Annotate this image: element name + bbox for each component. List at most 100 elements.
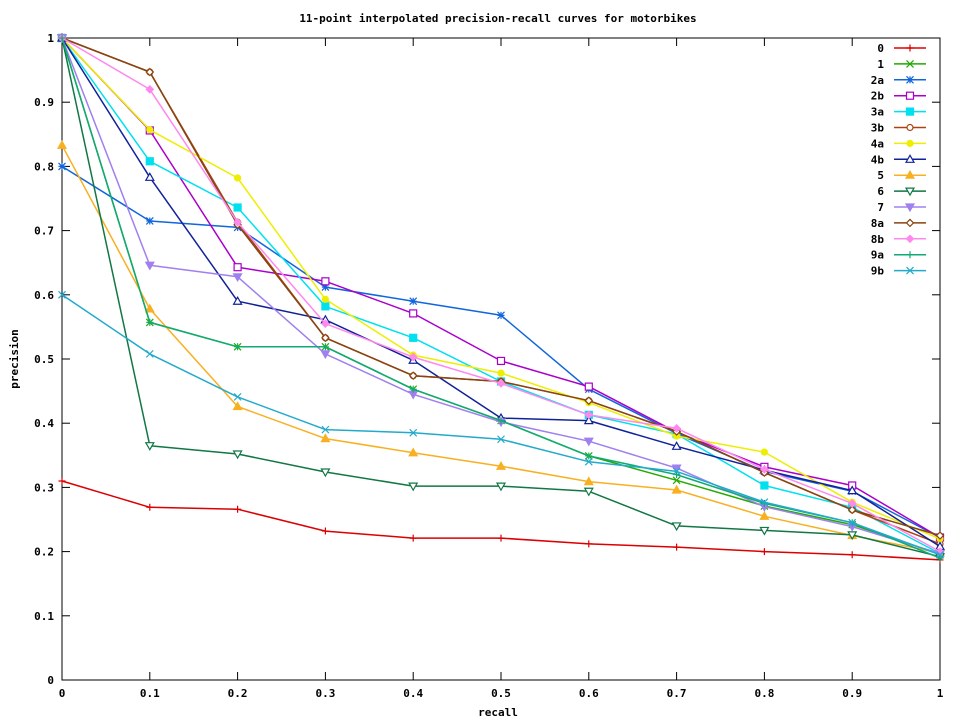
data-point-0-3 [321,527,329,535]
y-tick-label: 0.9 [34,96,54,109]
data-point-7-6 [583,437,594,447]
y-tick-label: 0.3 [34,481,54,494]
data-point-2b-3 [321,277,330,286]
data-point-7-1 [144,261,155,271]
data-point-4b-7 [671,441,682,450]
data-point-4a-2 [234,174,242,182]
data-point-9b-5 [497,435,505,444]
data-point-1-7 [672,476,681,485]
data-point-5-0 [56,140,68,149]
data-point-5-8 [759,511,770,520]
data-point-8b-2 [233,217,242,227]
data-point-5-4 [408,447,419,457]
data-point-8b-8 [760,465,769,474]
legend-label-4a: 4a [871,137,884,150]
data-point-0-2 [234,505,242,513]
series-9b [58,290,944,559]
legend-label-6: 6 [877,185,884,198]
x-tick-label: 0.8 [754,687,774,700]
data-point-8a-9 [847,505,857,515]
legend-marker-6 [904,187,916,197]
legend-marker-7 [904,203,916,213]
data-point-5-1 [144,303,155,313]
data-point-6-2 [232,450,243,460]
data-point-4b-9 [847,485,858,495]
legend-marker-0 [906,44,914,52]
data-point-7-3 [320,350,331,360]
plot-area: 0 0.1 0.2 0.3 0.4 0.5 0.6 0.7 0.8 0.9 1 0 0.1 0.2 0.3 0… [34,32,946,700]
data-point-4a-8 [760,448,769,456]
data-point-8b-7 [672,423,681,433]
data-point-3a-4 [409,333,418,342]
data-point-9b-7 [672,467,681,476]
data-point-9b-8 [760,498,769,507]
legend-marker-8b [905,234,915,244]
data-point-9a-6 [585,452,593,460]
legend-marker-1 [906,59,914,68]
chart-title: 11-point interpolated precision-recall c… [299,12,696,25]
data-point-9a-4 [409,385,417,393]
x-tick-label: 0.7 [667,687,687,700]
legend-marker-9b [906,266,914,275]
data-point-8b-9 [847,499,857,508]
data-point-3a-3 [321,302,330,311]
data-point-4b-1 [144,172,155,181]
legend-marker-9a [906,251,914,259]
data-point-9b-10 [936,550,944,559]
legend-label-3a: 3a [871,106,884,119]
legend-label-1: 1 [877,58,884,71]
data-point-8b-6 [584,410,594,420]
data-point-2b-2 [233,263,242,272]
data-point-8a-10 [935,531,945,540]
series-8b [57,33,945,556]
data-point-3a-1 [145,157,154,166]
legend-label-9b: 9b [871,265,885,278]
legend-marker-3b [906,123,914,132]
data-point-3a-8 [760,481,769,490]
legend-label-2b: 2b [871,90,885,103]
data-point-2a-0 [58,162,66,171]
y-tick-label: 0.7 [34,225,54,238]
y-tick-label: 0 [47,674,54,687]
data-point-6-7 [671,522,682,532]
legend-label-9a: 9a [871,249,884,262]
data-point-9a-1 [146,318,154,326]
legend-label-3b: 3b [871,122,885,135]
data-point-8a-1 [145,67,155,77]
x-tick-label: 0.6 [579,687,599,700]
data-point-9b-6 [584,457,593,466]
data-point-5-5 [495,461,507,470]
data-point-9a-10 [936,554,944,562]
data-point-3a-2 [233,203,242,212]
data-point-9b-9 [848,518,857,527]
data-point-8b-3 [321,319,330,329]
data-point-2b-5 [496,356,506,366]
data-point-4a-3 [321,295,329,303]
data-point-8a-4 [408,371,418,381]
legend-label-5: 5 [877,169,884,182]
data-point-8a-6 [584,396,594,406]
data-point-5-2 [232,401,243,411]
legend-marker-8a [905,218,915,228]
legend-label-2a: 2a [871,74,884,87]
data-point-4a-1 [146,126,154,134]
y-tick-label: 0.8 [34,160,54,173]
data-point-2a-1 [145,217,154,225]
legend-label-7: 7 [877,201,884,214]
data-point-9b-3 [321,425,330,434]
data-point-8b-5 [496,379,506,388]
data-point-5-6 [583,476,594,486]
data-point-6-5 [495,482,507,492]
legend-label-8a: 8a [871,217,884,230]
data-point-6-3 [320,468,331,478]
data-point-0-1 [146,503,154,511]
legend-marker-3a [905,107,915,116]
data-point-0-8 [760,548,768,556]
x-tick-label: 0.5 [491,687,511,700]
data-point-8b-1 [145,85,155,94]
legend-marker-4a [906,139,914,147]
data-point-9a-3 [321,343,329,351]
data-point-2b-6 [584,382,593,391]
